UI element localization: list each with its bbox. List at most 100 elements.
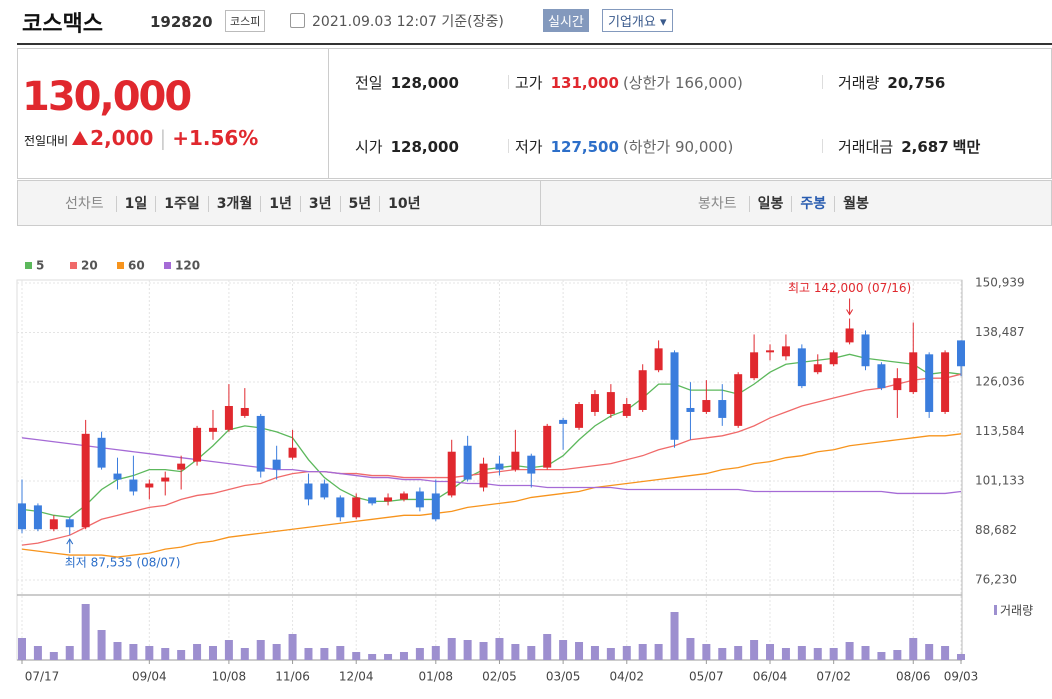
volume-bar: [97, 630, 106, 660]
realtime-button[interactable]: 실시간: [543, 9, 589, 32]
volume-bar: [399, 652, 408, 660]
candle-body: [893, 378, 902, 391]
volume-bar: [129, 644, 138, 660]
candle-body: [384, 497, 393, 502]
candle-tabs: 봉차트 일봉 주봉 월봉: [698, 193, 877, 213]
tab[interactable]: 주봉: [791, 196, 835, 212]
x-tick-label: 01/08: [418, 670, 453, 684]
volume-bar: [161, 648, 170, 660]
stat-value: 131,000: [550, 74, 619, 92]
volume-bar: [49, 652, 58, 660]
x-tick-label: 07/17: [25, 670, 60, 684]
volume-bar: [256, 640, 265, 660]
tab[interactable]: 3년: [299, 196, 340, 212]
volume-bar: [304, 648, 313, 660]
volume-bar: [18, 638, 26, 660]
candle-body: [113, 473, 122, 480]
tab[interactable]: 5년: [339, 196, 380, 212]
stat-value: 128,000: [390, 138, 459, 156]
volume-bar: [622, 646, 631, 660]
tab[interactable]: 일봉: [748, 196, 792, 212]
stat-label: 거래량: [838, 74, 880, 92]
stat-value: 127,500: [550, 138, 619, 156]
stat-label: 거래대금: [838, 138, 894, 156]
volume-bar: [177, 650, 186, 660]
x-tick-label: 02/05: [482, 670, 517, 684]
candle-body: [256, 415, 265, 472]
candle-body: [304, 483, 313, 500]
summary-divider: [328, 48, 329, 179]
volume-bar: [33, 646, 42, 660]
volume-label: 거래량: [1000, 604, 1033, 618]
candle-body: [129, 479, 138, 492]
candle-body: [288, 447, 297, 458]
volume-bar: [368, 654, 377, 660]
change: 2,000: [90, 126, 154, 150]
volume-bar: [543, 634, 552, 660]
volume-bar: [638, 644, 647, 660]
stat-label: 전일: [355, 74, 383, 92]
stat: 거래대금 2,687 백만: [838, 136, 980, 157]
change-label: 전일대비: [24, 134, 69, 148]
candle-body: [670, 352, 679, 440]
company-button[interactable]: 기업개요 ▾: [602, 9, 673, 32]
volume-bar: [797, 646, 806, 660]
legend-label: 20: [81, 259, 98, 273]
annotation-head: [66, 538, 74, 545]
sep: |: [159, 126, 167, 150]
candle-body: [781, 346, 790, 357]
volume-bar: [559, 640, 568, 660]
tab[interactable]: 3개월: [207, 196, 261, 212]
tab[interactable]: 1년: [260, 196, 300, 212]
stat: 거래량 20,756: [838, 72, 945, 93]
tab[interactable]: 1주일: [155, 196, 208, 212]
candle-body: [941, 352, 950, 412]
header-rule: [17, 43, 1052, 45]
candle-body: [479, 463, 488, 488]
x-tick-label: 09/04: [132, 670, 167, 684]
volume-bar: [957, 654, 965, 660]
candle-body: [399, 493, 408, 500]
volume-bar: [193, 644, 202, 660]
candle-body: [686, 407, 695, 412]
tab[interactable]: 1일: [115, 196, 156, 212]
volume-bar: [813, 648, 822, 660]
time: 2021.09.03 12:07 기준(장중): [312, 14, 504, 30]
volume-bar: [590, 646, 599, 660]
ma-line: [21, 373, 962, 546]
volume-bar: [702, 644, 711, 660]
volume-bar: [686, 638, 695, 660]
stat-sub: (하한가 90,000): [622, 138, 734, 156]
x-tick-label: 05/07: [689, 670, 724, 684]
candle-body: [877, 364, 886, 389]
volume-bar: [208, 646, 217, 660]
candle-body: [352, 497, 361, 518]
candle-body: [33, 505, 42, 530]
candle-body: [813, 364, 822, 373]
candle-body: [97, 437, 106, 468]
x-tick-label: 07/02: [816, 670, 851, 684]
volume-bar: [654, 644, 663, 660]
tab[interactable]: 월봉: [834, 196, 877, 212]
candle-body: [718, 400, 727, 418]
stat-sub: (상한가 166,000): [622, 74, 743, 92]
x-tick-label: 10/08: [212, 670, 247, 684]
volume-bar: [766, 644, 775, 660]
candle-body: [750, 352, 759, 379]
change-row: 전일대비 2,000 | +1.56%: [24, 126, 258, 150]
volume-bar: [113, 642, 122, 660]
stat-divider: [822, 139, 823, 153]
candle-body: [177, 463, 186, 470]
ma-line: [21, 437, 962, 495]
volume-bar: [447, 638, 456, 660]
stat-divider: [822, 75, 823, 89]
volume-bar: [734, 646, 743, 660]
tab[interactable]: 10년: [379, 196, 429, 212]
legend-swatch: [164, 262, 171, 269]
candle-body: [638, 370, 647, 410]
candle-body: [18, 503, 26, 530]
stock-name: 코스맥스: [22, 12, 103, 37]
legend-label: 5: [36, 259, 44, 273]
annotation-head: [846, 309, 854, 316]
